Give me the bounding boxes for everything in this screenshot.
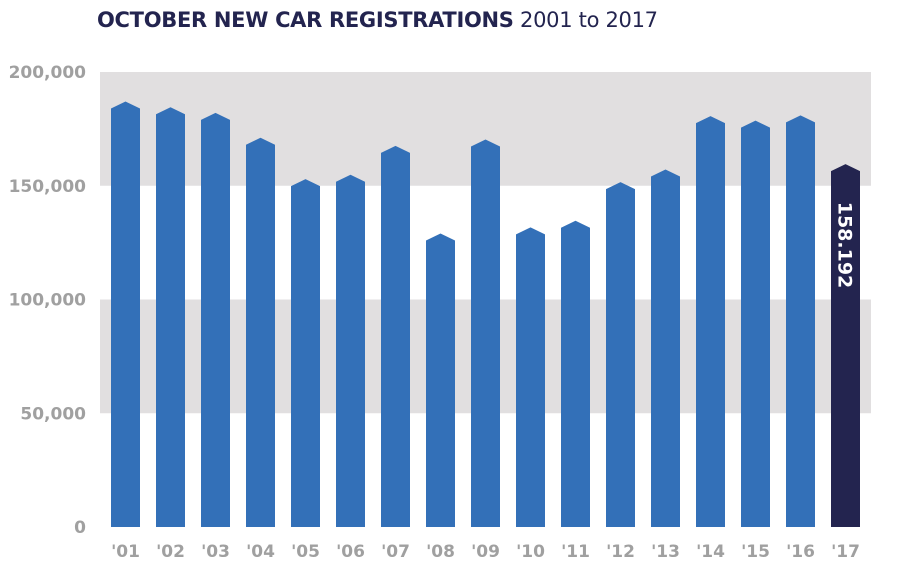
x-tick-label: '02 <box>156 542 185 562</box>
y-tick-label: 0 <box>74 518 86 538</box>
x-tick-label: '13 <box>651 542 680 562</box>
bar-12 <box>606 182 635 527</box>
chart-subtitle: 2001 to 2017 <box>520 8 658 32</box>
x-tick-label: '16 <box>786 542 815 562</box>
x-tick-label: '06 <box>336 542 365 562</box>
bar-16 <box>786 115 815 527</box>
x-tick-label: '14 <box>696 542 725 562</box>
chart-title-main: OCTOBER NEW CAR REGISTRATIONS <box>97 8 514 32</box>
bar-01 <box>111 101 140 527</box>
data-label: 158.192 <box>834 202 856 289</box>
y-tick-label: 200,000 <box>9 63 87 83</box>
x-tick-label: '11 <box>561 542 590 562</box>
x-tick-label: '01 <box>111 542 140 562</box>
bar-04 <box>246 137 275 527</box>
bar-07 <box>381 145 410 527</box>
bar-10 <box>516 227 545 527</box>
bar-03 <box>201 112 230 527</box>
bar-08 <box>426 233 455 528</box>
x-tick-label: '15 <box>741 542 770 562</box>
x-tick-label: '10 <box>516 542 545 562</box>
x-tick-label: '04 <box>246 542 275 562</box>
y-tick-label: 100,000 <box>9 291 87 311</box>
x-tick-label: '12 <box>606 542 635 562</box>
y-tick-label: 50,000 <box>20 404 86 424</box>
bar-15 <box>741 120 770 527</box>
bar-09 <box>471 139 500 527</box>
bar-13 <box>651 169 680 527</box>
x-tick-label: '17 <box>831 542 860 562</box>
x-tick-label: '03 <box>201 542 230 562</box>
bar-17 <box>831 164 860 527</box>
bar-11 <box>561 220 590 527</box>
x-tick-label: '09 <box>471 542 500 562</box>
bar-14 <box>696 116 725 527</box>
bar-06 <box>336 174 365 527</box>
bar-02 <box>156 107 185 527</box>
y-tick-label: 150,000 <box>9 177 87 197</box>
x-tick-label: '07 <box>381 542 410 562</box>
x-tick-label: '08 <box>426 542 455 562</box>
chart-title: OCTOBER NEW CAR REGISTRATIONS 2001 to 20… <box>97 8 658 32</box>
x-tick-label: '05 <box>291 542 320 562</box>
bar-05 <box>291 179 320 528</box>
